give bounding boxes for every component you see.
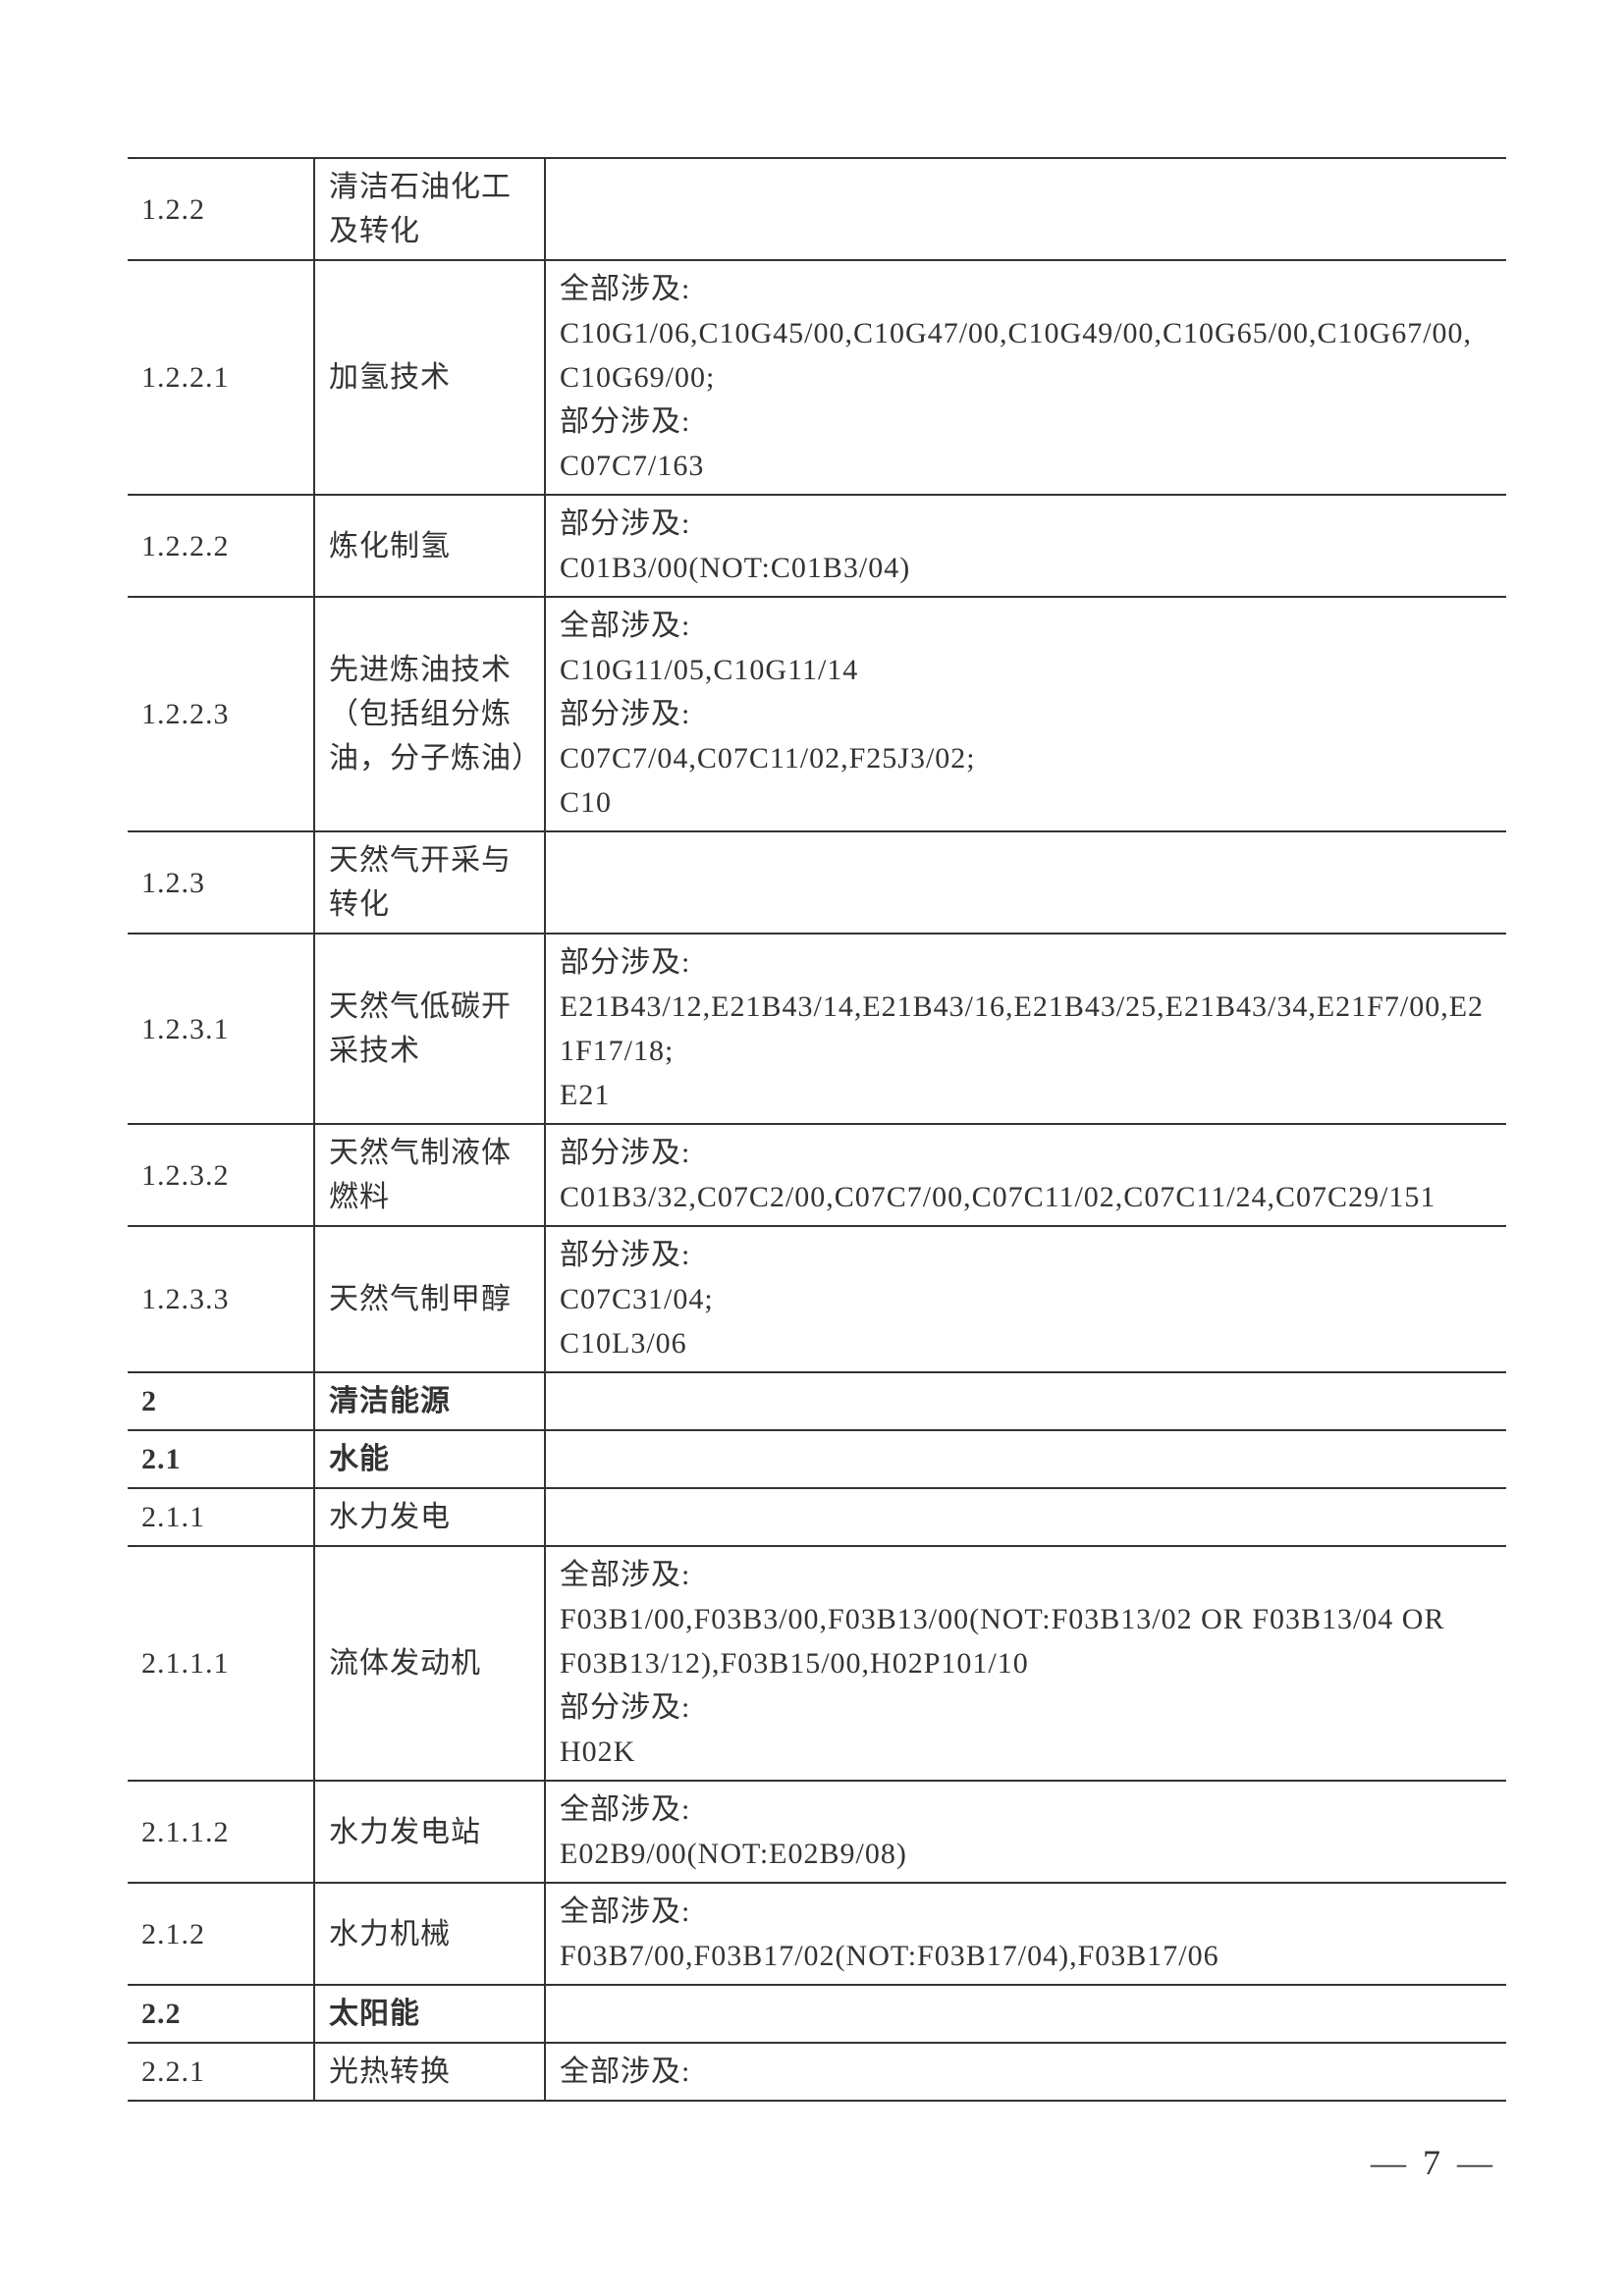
desc-cell: 部分涉及:C01B3/00(NOT:C01B3/04) [545, 495, 1506, 597]
name-cell: 清洁石油化工及转化 [314, 158, 545, 260]
table-row: 2.1.2水力机械全部涉及:F03B7/00,F03B17/02(NOT:F03… [128, 1883, 1506, 1985]
desc-cell: 全部涉及:E02B9/00(NOT:E02B9/08) [545, 1781, 1506, 1883]
name-cell: 太阳能 [314, 1985, 545, 2043]
page: 1.2.2清洁石油化工及转化1.2.2.1加氢技术全部涉及:C10G1/06,C… [0, 0, 1624, 2296]
name-cell: 天然气开采与转化 [314, 831, 545, 934]
code-cell: 1.2.2.3 [128, 597, 314, 831]
name-cell: 天然气制甲醇 [314, 1226, 545, 1372]
name-cell: 天然气制液体燃料 [314, 1124, 545, 1226]
code-cell: 2.1.1.2 [128, 1781, 314, 1883]
desc-cell [545, 1430, 1506, 1488]
code-cell: 1.2.2 [128, 158, 314, 260]
name-cell: 加氢技术 [314, 260, 545, 495]
table-row: 1.2.2清洁石油化工及转化 [128, 158, 1506, 260]
desc-cell [545, 1372, 1506, 1430]
name-cell: 清洁能源 [314, 1372, 545, 1430]
desc-cell: 部分涉及:C01B3/32,C07C2/00,C07C7/00,C07C11/0… [545, 1124, 1506, 1226]
desc-cell: 全部涉及:C10G1/06,C10G45/00,C10G47/00,C10G49… [545, 260, 1506, 495]
name-cell: 流体发动机 [314, 1546, 545, 1781]
code-cell: 2 [128, 1372, 314, 1430]
code-cell: 1.2.2.2 [128, 495, 314, 597]
table-row: 1.2.3天然气开采与转化 [128, 831, 1506, 934]
desc-cell: 部分涉及:E21B43/12,E21B43/14,E21B43/16,E21B4… [545, 934, 1506, 1124]
classification-table: 1.2.2清洁石油化工及转化1.2.2.1加氢技术全部涉及:C10G1/06,C… [128, 157, 1506, 2102]
desc-cell [545, 1488, 1506, 1546]
name-cell: 光热转换 [314, 2043, 545, 2101]
table-row: 1.2.2.3先进炼油技术（包括组分炼油，分子炼油）全部涉及:C10G11/05… [128, 597, 1506, 831]
code-cell: 1.2.3 [128, 831, 314, 934]
name-cell: 炼化制氢 [314, 495, 545, 597]
table-row: 1.2.3.3天然气制甲醇部分涉及:C07C31/04;C10L3/06 [128, 1226, 1506, 1372]
table-row: 1.2.3.1天然气低碳开采技术部分涉及:E21B43/12,E21B43/14… [128, 934, 1506, 1124]
desc-cell [545, 831, 1506, 934]
desc-cell: 全部涉及:F03B7/00,F03B17/02(NOT:F03B17/04),F… [545, 1883, 1506, 1985]
table-row: 2.1.1水力发电 [128, 1488, 1506, 1546]
desc-cell [545, 1985, 1506, 2043]
table-row: 2.1.1.1流体发动机全部涉及:F03B1/00,F03B3/00,F03B1… [128, 1546, 1506, 1781]
table-row: 1.2.3.2天然气制液体燃料部分涉及:C01B3/32,C07C2/00,C0… [128, 1124, 1506, 1226]
code-cell: 2.2.1 [128, 2043, 314, 2101]
code-cell: 2.1 [128, 1430, 314, 1488]
table-row: 2.2太阳能 [128, 1985, 1506, 2043]
code-cell: 2.2 [128, 1985, 314, 2043]
table-row: 2.1水能 [128, 1430, 1506, 1488]
name-cell: 水能 [314, 1430, 545, 1488]
table-row: 1.2.2.1加氢技术全部涉及:C10G1/06,C10G45/00,C10G4… [128, 260, 1506, 495]
desc-cell [545, 158, 1506, 260]
code-cell: 1.2.3.2 [128, 1124, 314, 1226]
code-cell: 2.1.1.1 [128, 1546, 314, 1781]
table-row: 2.2.1光热转换全部涉及: [128, 2043, 1506, 2101]
desc-cell: 全部涉及: [545, 2043, 1506, 2101]
name-cell: 天然气低碳开采技术 [314, 934, 545, 1124]
name-cell: 先进炼油技术（包括组分炼油，分子炼油） [314, 597, 545, 831]
code-cell: 1.2.3.1 [128, 934, 314, 1124]
name-cell: 水力发电 [314, 1488, 545, 1546]
name-cell: 水力发电站 [314, 1781, 545, 1883]
table-row: 2.1.1.2水力发电站全部涉及:E02B9/00(NOT:E02B9/08) [128, 1781, 1506, 1883]
code-cell: 2.1.2 [128, 1883, 314, 1985]
desc-cell: 部分涉及:C07C31/04;C10L3/06 [545, 1226, 1506, 1372]
code-cell: 2.1.1 [128, 1488, 314, 1546]
table-row: 1.2.2.2炼化制氢部分涉及:C01B3/00(NOT:C01B3/04) [128, 495, 1506, 597]
code-cell: 1.2.3.3 [128, 1226, 314, 1372]
desc-cell: 全部涉及:C10G11/05,C10G11/14部分涉及:C07C7/04,C0… [545, 597, 1506, 831]
name-cell: 水力机械 [314, 1883, 545, 1985]
table-row: 2清洁能源 [128, 1372, 1506, 1430]
code-cell: 1.2.2.1 [128, 260, 314, 495]
desc-cell: 全部涉及:F03B1/00,F03B3/00,F03B13/00(NOT:F03… [545, 1546, 1506, 1781]
page-number: — 7 — [1371, 2142, 1496, 2183]
